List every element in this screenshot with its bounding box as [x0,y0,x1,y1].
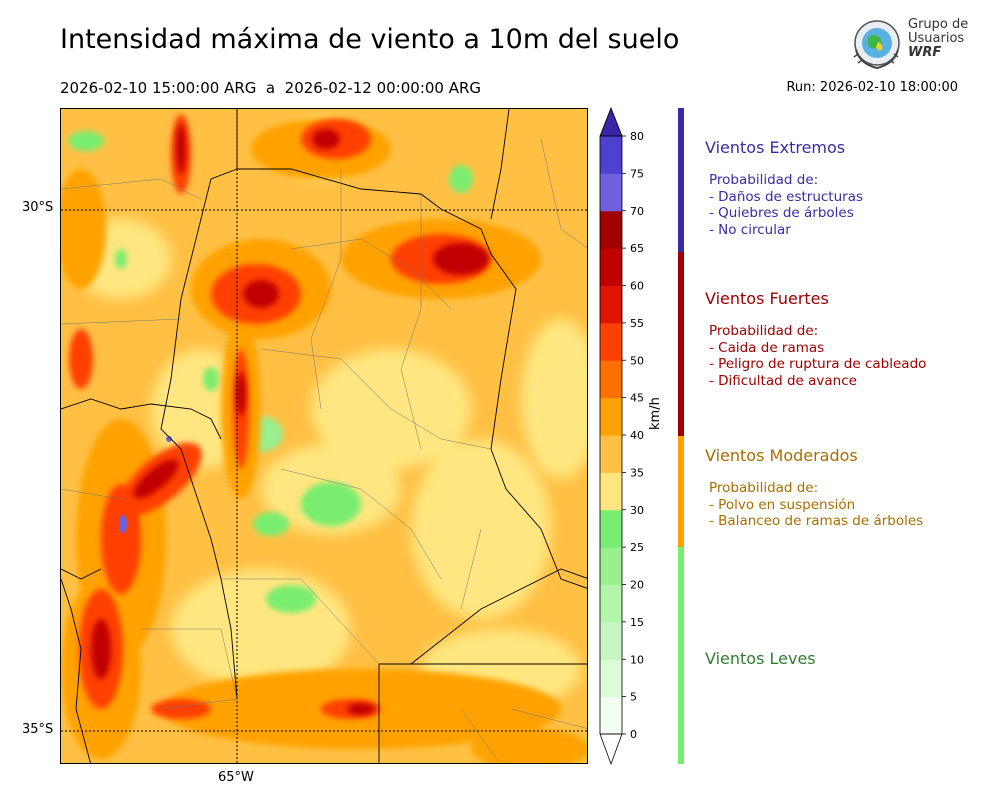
department-borders [61,138,587,763]
colorbar-tick-label: 20 [630,579,644,592]
colorbar-tick-label: 45 [630,392,644,405]
category-line: Probabilidad de: [709,480,819,496]
colorbar: 0 5 10 15 20 25 30 35 40 45 50 55 60 65 70 75 80 [598,106,678,768]
colorbar-bin [600,509,622,548]
colorbar-tick-label: 15 [630,616,644,629]
extreme-wind-spots [119,436,172,533]
colorbar-tick-label: 75 [630,167,644,180]
category-title: Vientos Moderados [705,446,858,465]
colorbar-bin [600,360,622,399]
category-line: - Peligro de ruptura de cableado [709,356,927,372]
colorbar-tick-label: 25 [630,541,644,554]
colorbar-tick-label: 35 [630,466,644,479]
colorbar-bin [600,472,622,511]
colorbar-bin [600,584,622,623]
colorbar-bin [600,397,622,436]
colorbar-bin [600,285,622,324]
colorbar-bin [600,248,622,286]
logo-line-1: Grupo de [908,17,969,32]
colorbar-bin [600,696,622,735]
category-line: - Balanceo de ramas de árboles [709,513,924,529]
colorbar-tick-label: 70 [630,205,644,218]
colorbar-extend-high [599,106,623,137]
colorbar-tick-label: 0 [630,728,637,741]
logo-line-3: WRF [908,45,942,60]
category-line: - Daños de estructuras [709,188,864,205]
category-line: Probabilidad de: [709,323,819,339]
category-title: Vientos Extremos [705,138,846,157]
category-bar [678,108,684,764]
colorbar-extend-low [599,733,623,766]
category-line: - No circular [709,221,791,238]
category-description: Probabilidad de: - Daños de estructuras … [709,172,863,238]
category-line: - Polvo en suspensión [709,496,856,513]
wind-field-svg [61,109,587,763]
category-segment-extremos [678,108,684,252]
run-time: Run: 2026-02-10 18:00:00 [786,80,958,95]
colorbar-bin [600,547,622,585]
colorbar-bin [600,621,622,660]
colorbar-tick-label: 55 [630,317,644,330]
colorbar-bin [600,659,622,698]
category-description: Probabilidad de: - Caida de ramas - Peli… [709,323,926,389]
colorbar-tick-label: 10 [630,653,644,666]
colorbar-tick-label: 60 [630,280,644,293]
category-segment-fuertes [678,252,684,436]
colorbar-bin [600,210,622,249]
colorbar-unit: km/h [648,397,663,430]
category-line: - Quiebres de árboles [709,205,854,221]
logo-line-2: Usuarios [908,31,965,46]
category-line: - Dificultad de avance [709,372,857,389]
map-title: Intensidad máxima de viento a 10m del su… [60,24,680,55]
colorbar-bin [600,322,622,361]
colorbar-tick-label: 30 [630,504,644,517]
colorbar-tick-label: 50 [630,354,644,367]
category-segment-leves [678,547,684,764]
lat-label-30s: 30°S [22,200,54,215]
colorbar-bin [600,173,622,212]
colorbar-svg: 0 5 10 15 20 25 30 35 40 45 50 55 60 65 70 75 80 [599,106,644,766]
grupo-usuarios-wrf-logo: Grupo de Usuarios WRF [848,16,978,76]
lat-label-35s: 35°S [22,722,54,737]
colorbar-tick-label: 40 [630,429,644,442]
graticule [61,109,587,763]
category-line: - Caida de ramas [709,339,825,356]
globe-logo-icon [853,20,900,70]
category-title: Vientos Fuertes [705,289,829,308]
wind-map [60,108,588,764]
colorbar-bin [600,136,622,174]
colorbar-bin [600,435,622,473]
category-segment-moderados [678,436,684,547]
colorbar-tick-label: 65 [630,242,644,255]
category-description: Probabilidad de: - Polvo en suspensión -… [709,480,923,530]
colorbar-tick-label: 5 [630,691,637,704]
lon-label-65w: 65°W [218,770,254,785]
forecast-period: 2026-02-10 15:00:00 ARG a 2026-02-12 00:… [60,79,482,97]
colorbar-tick-label: 80 [630,130,644,143]
category-title: Vientos Leves [705,649,816,668]
category-line: Probabilidad de: [709,172,819,188]
very-strong-wind-areas [91,124,489,715]
